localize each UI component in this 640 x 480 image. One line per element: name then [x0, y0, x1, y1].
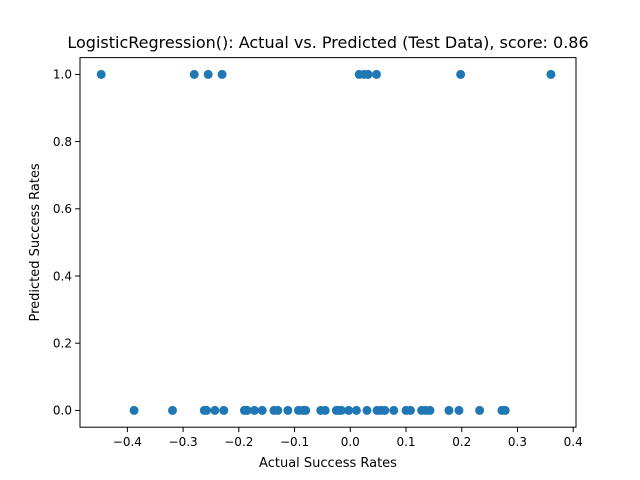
y-tick-label: 0.8 — [53, 135, 72, 149]
x-tick-label: 0.2 — [452, 435, 471, 449]
data-point — [219, 405, 229, 415]
data-point — [371, 69, 381, 79]
y-tick-label: 0.4 — [53, 269, 72, 283]
data-point — [242, 405, 252, 415]
data-point — [203, 69, 213, 79]
x-tick-label: −0.1 — [280, 435, 309, 449]
x-axis-label: Actual Success Rates — [259, 456, 397, 471]
data-point — [362, 405, 372, 415]
data-point — [210, 405, 220, 415]
x-tick-label: −0.3 — [169, 435, 198, 449]
y-tick-label: 0.6 — [53, 202, 72, 216]
x-tick-label: 0.0 — [341, 435, 360, 449]
y-tick-label: 0.0 — [53, 404, 72, 418]
data-point — [96, 69, 106, 79]
ticks-layer: −0.4 −0.3 −0.2 −0.1 0.0 0.1 0.2 0.3 0.4 0.0 0.2 0.4… — [53, 68, 583, 450]
points-layer — [96, 69, 556, 415]
plot-frame — [79, 57, 577, 428]
data-point — [380, 405, 390, 415]
data-point — [273, 405, 283, 415]
data-point — [249, 405, 259, 415]
data-point — [283, 405, 293, 415]
y-axis-label: Predicted Success Rates — [28, 163, 43, 321]
data-point — [301, 405, 311, 415]
x-tick-label: −0.2 — [224, 435, 253, 449]
y-tick-label: 0.2 — [53, 337, 72, 351]
data-point — [351, 405, 361, 415]
data-point — [444, 405, 454, 415]
x-tick-label: 0.1 — [396, 435, 415, 449]
data-point — [168, 405, 178, 415]
data-point — [336, 405, 346, 415]
y-tick-label: 1.0 — [53, 68, 72, 82]
data-point — [500, 405, 510, 415]
data-point — [454, 405, 464, 415]
data-point — [202, 405, 212, 415]
data-point — [456, 69, 466, 79]
x-tick-label: 0.3 — [508, 435, 527, 449]
chart-title: LogisticRegression(): Actual vs. Predict… — [67, 33, 588, 52]
data-point — [320, 405, 330, 415]
data-point — [389, 405, 399, 415]
data-point — [363, 69, 373, 79]
data-point — [344, 405, 354, 415]
data-point — [189, 69, 199, 79]
data-point — [425, 405, 435, 415]
data-point — [129, 405, 139, 415]
data-point — [405, 405, 415, 415]
data-point — [475, 405, 485, 415]
x-tick-label: −0.4 — [113, 435, 142, 449]
data-point — [217, 69, 227, 79]
data-point — [546, 69, 556, 79]
data-point — [257, 405, 267, 415]
x-tick-label: 0.4 — [564, 435, 583, 449]
